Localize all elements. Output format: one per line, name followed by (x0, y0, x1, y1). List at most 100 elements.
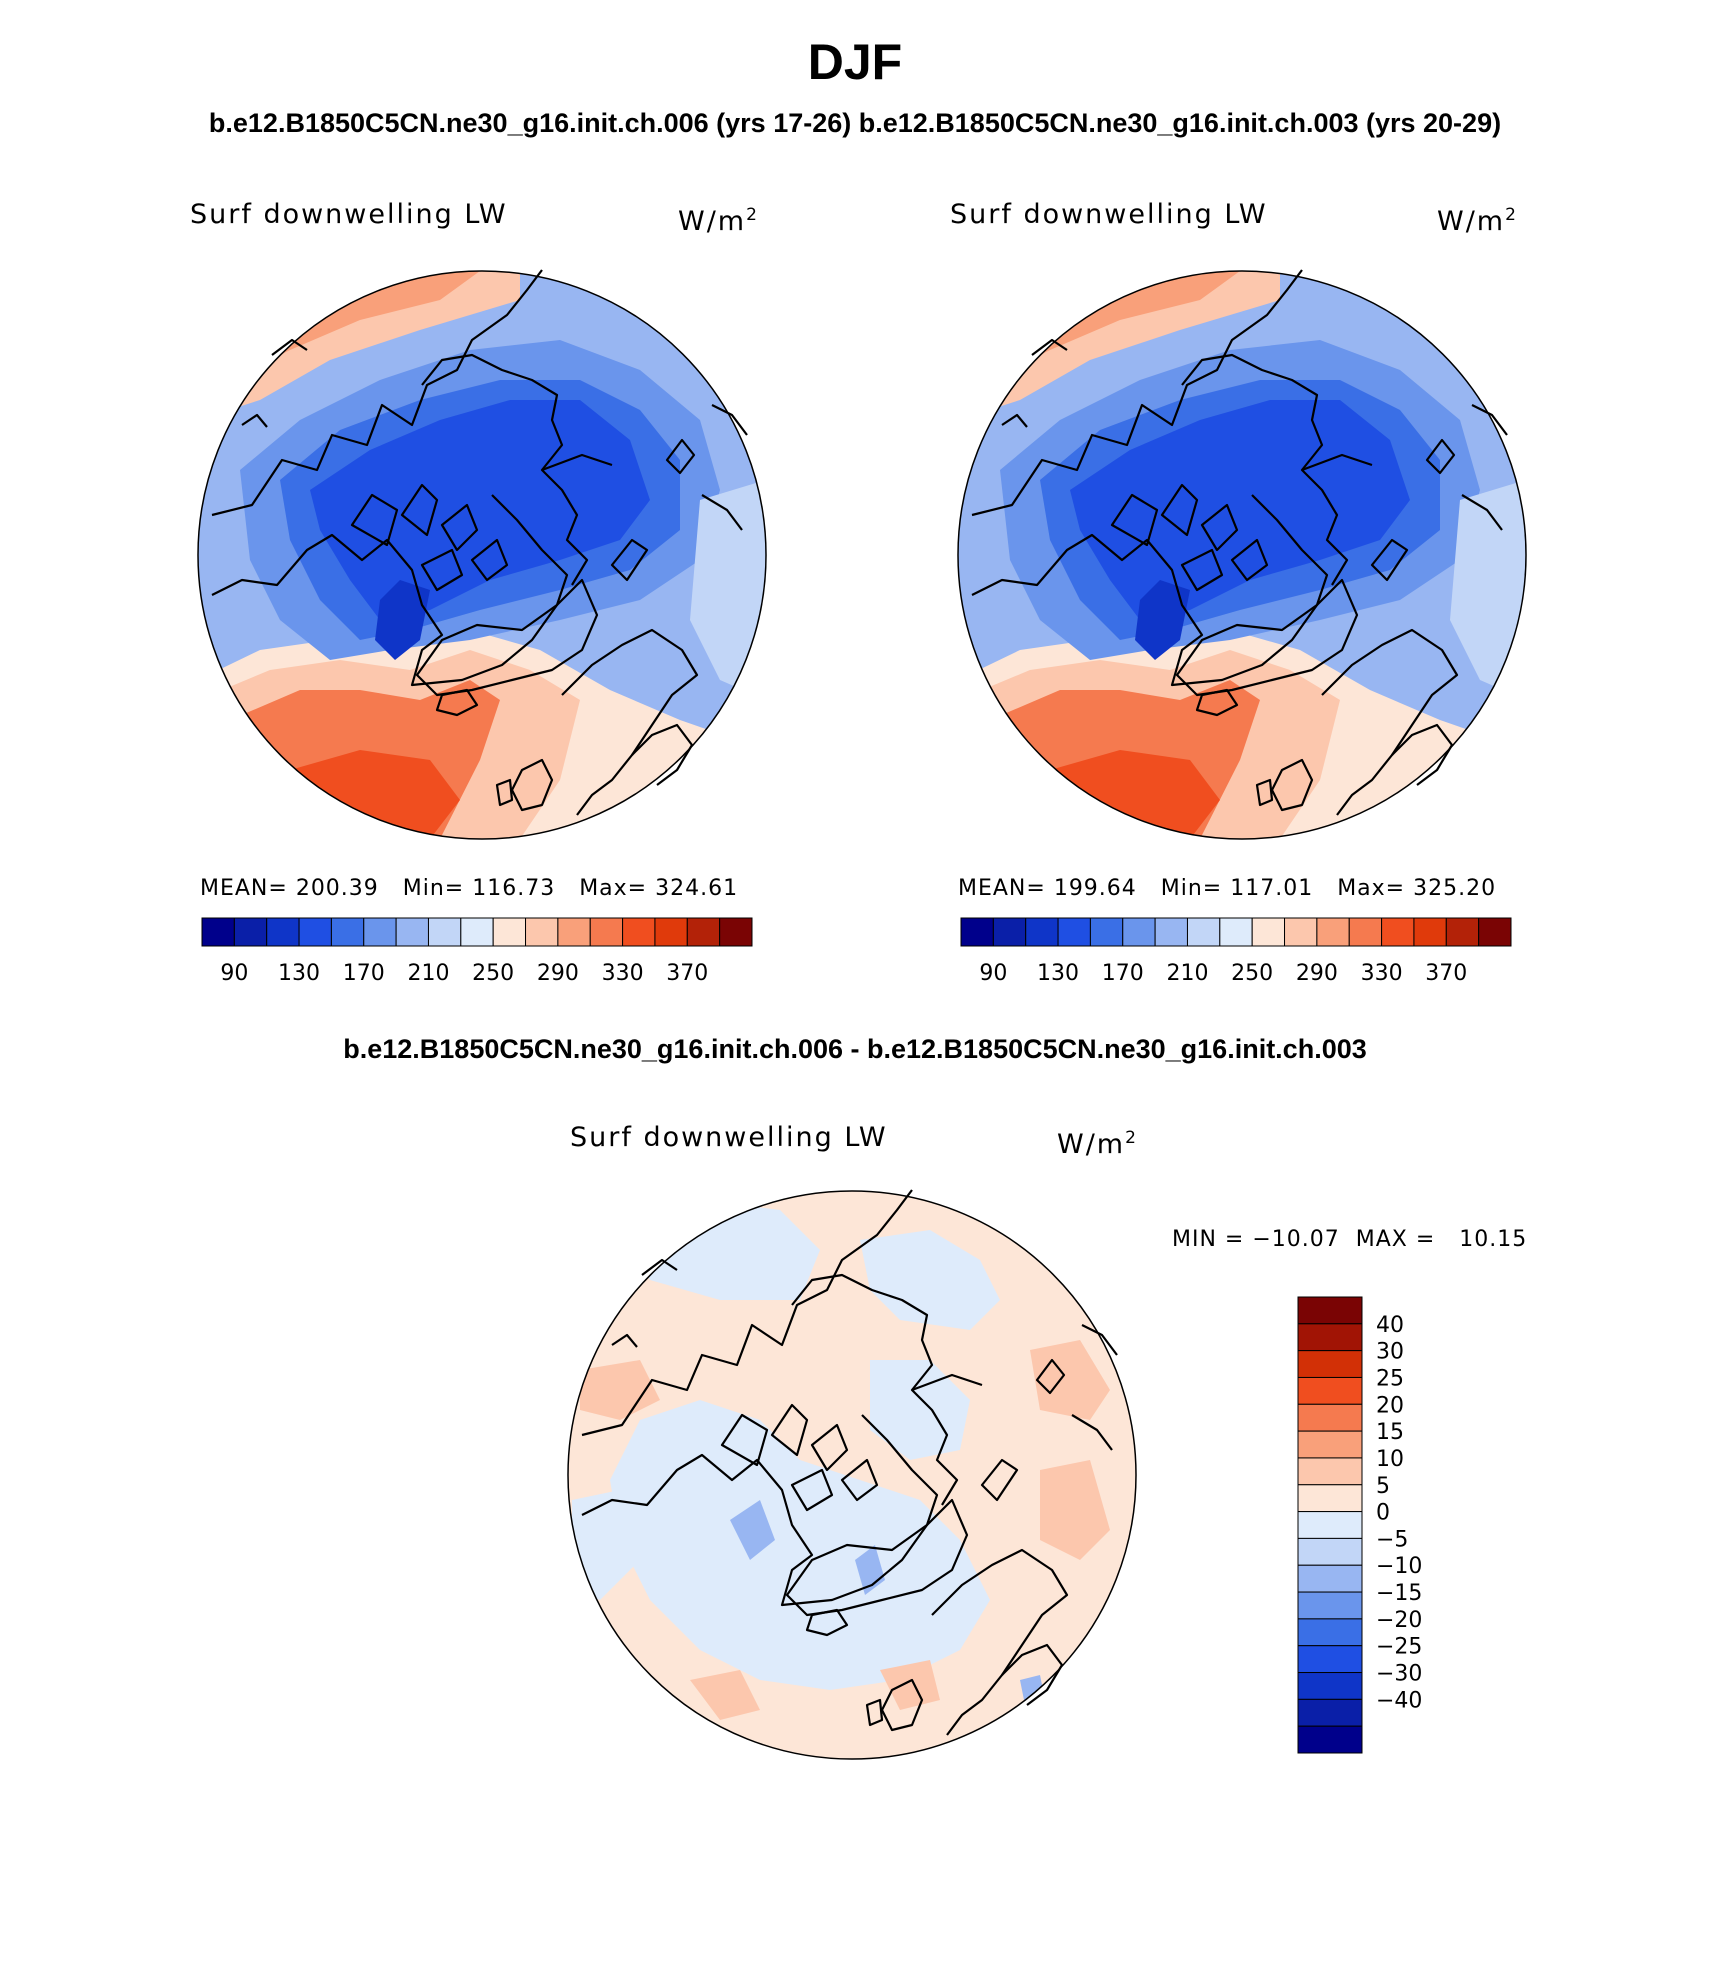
diff-colorbar-tick-label: 25 (1376, 1366, 1404, 1391)
panel1-colorbar-swatch (622, 917, 656, 947)
panel1-colorbar-swatch (266, 917, 300, 947)
diff-colorbar-tick-label: −30 (1376, 1662, 1422, 1687)
panel1-colorbar-swatch (492, 917, 527, 947)
difference-title: b.e12.B1850C5CN.ne30_g16.init.ch.006 - b… (343, 1034, 1367, 1064)
panel3-map (567, 1188, 1137, 1760)
panel2-units: W/m2 (1437, 198, 1518, 239)
diff-colorbar-tick-label: 20 (1376, 1393, 1404, 1418)
panel3-stats: MIN = −10.07 MAX = 10.15 (1172, 1227, 1528, 1252)
diff-colorbar-tick-label: −15 (1376, 1581, 1422, 1606)
panel1-colorbar-tick-label: 330 (602, 961, 644, 986)
panel2-colorbar-swatch (1445, 917, 1480, 947)
figure-title: DJF (807, 34, 903, 90)
diff-colorbar-tick-label: 5 (1376, 1474, 1390, 1499)
panel2-colorbar-swatch (1478, 917, 1512, 947)
panel1-colorbar-swatch (460, 917, 494, 947)
diff-colorbar-swatch (1297, 1484, 1363, 1513)
panel2-colorbar-tick-label: 290 (1296, 961, 1338, 986)
panel1-colorbar-tick-label: 90 (220, 961, 248, 986)
diff-colorbar-tick-label: 40 (1376, 1313, 1404, 1338)
diff-colorbar-swatch (1297, 1457, 1363, 1486)
panel2-colorbar-swatch (1186, 917, 1221, 947)
panel1-units-base: W/m (678, 206, 747, 237)
panel1-colorbar-swatch (201, 917, 235, 947)
panel1-colorbar-swatch (330, 917, 365, 947)
panel1-colorbar-swatch (557, 917, 591, 947)
diff-colorbar-swatch (1297, 1725, 1363, 1754)
panel1-variable: Surf downwelling LW (190, 199, 508, 230)
diff-colorbar-swatch (1297, 1537, 1363, 1566)
panel2-colorbar-swatch (1025, 917, 1059, 947)
panel1-colorbar-tick-label: 290 (537, 961, 579, 986)
panel1-colorbar-swatch (525, 917, 559, 947)
panel1-colorbar-tick-label: 130 (278, 961, 320, 986)
panel1-units: W/m2 (678, 198, 759, 239)
panel3-units-sup: 2 (1125, 1128, 1138, 1148)
panel2-colorbar-swatch (1413, 917, 1447, 947)
panel2-colorbar-tick-label: 370 (1425, 961, 1467, 986)
diff-colorbar-swatch (1297, 1645, 1363, 1674)
panel2-colorbar-swatch (1057, 917, 1091, 947)
diff-colorbar-swatch (1297, 1511, 1363, 1539)
panel2-stats: MEAN= 199.64 Min= 117.01 Max= 325.20 (958, 876, 1497, 901)
panel1-colorbar-tick-label: 170 (343, 961, 385, 986)
panel2-variable: Surf downwelling LW (950, 199, 1268, 230)
panel2-colorbar-tick-label: 330 (1361, 961, 1403, 986)
panel1-colorbar-swatch (654, 917, 688, 947)
diff-colorbar-tick-label: 30 (1376, 1340, 1404, 1365)
panel1-stats: MEAN= 200.39 Min= 116.73 Max= 324.61 (200, 876, 739, 901)
panel2-colorbar-tick-label: 250 (1231, 961, 1273, 986)
panel2-colorbar-tick-label: 130 (1037, 961, 1079, 986)
diff-colorbar-swatch (1297, 1564, 1363, 1593)
panel3-variable: Surf downwelling LW (570, 1122, 888, 1153)
panel2-colorbar-swatch (1316, 917, 1350, 947)
panel2-colorbar-swatch (1251, 917, 1286, 947)
panel1-colorbar: 90 130 170 210 250 290 330 370 (201, 917, 753, 986)
panel3-units: W/m2 (1057, 1121, 1138, 1162)
panel1-colorbar-swatch (298, 917, 332, 947)
diff-colorbar-swatch (1297, 1430, 1363, 1459)
diff-colorbar-tick-label: −25 (1376, 1635, 1422, 1660)
panel2-colorbar-tick-label: 90 (979, 961, 1007, 986)
panel2-colorbar-swatch (960, 917, 994, 947)
panel2-colorbar-swatch (1122, 917, 1156, 947)
diff-colorbar-swatch (1297, 1323, 1363, 1352)
panel2-colorbar-swatch (992, 917, 1027, 947)
panel2-colorbar-tick-label: 170 (1102, 961, 1144, 986)
diff-colorbar-swatch (1297, 1376, 1363, 1405)
diff-colorbar-swatch (1297, 1296, 1363, 1325)
diff-colorbar-swatch (1297, 1618, 1363, 1647)
panel1-colorbar-swatch (395, 917, 429, 947)
panel2-colorbar-swatch (1348, 917, 1383, 947)
panel1-colorbar-swatch (233, 917, 268, 947)
diff-colorbar-swatch (1297, 1350, 1363, 1378)
case-titles: b.e12.B1850C5CN.ne30_g16.init.ch.006 (yr… (208, 108, 1502, 138)
diff-colorbar-tick-label: −20 (1376, 1608, 1422, 1633)
diff-colorbar-tick-label: −40 (1376, 1688, 1422, 1713)
diff-colorbar-swatch (1297, 1698, 1363, 1727)
panel2-map (957, 268, 1527, 840)
panel2-colorbar-tick-label: 210 (1166, 961, 1208, 986)
diff-colorbar-tick-label: 10 (1376, 1447, 1404, 1472)
diff-colorbar-swatch (1297, 1591, 1363, 1620)
panel1-colorbar-swatch (427, 917, 462, 947)
panel1-map (197, 268, 767, 840)
diff-colorbar-tick-label: −5 (1376, 1527, 1408, 1552)
panel1-colorbar-swatch (589, 917, 624, 947)
panel2-units-sup: 2 (1505, 205, 1518, 225)
panel2-colorbar-swatch (1154, 917, 1188, 947)
panel2-colorbar: 90 130 170 210 250 290 330 370 (960, 917, 1512, 986)
diff-colorbar-tick-label: 0 (1376, 1501, 1390, 1526)
panel2-units-base: W/m (1437, 206, 1506, 237)
panel1-colorbar-swatch (719, 917, 753, 947)
panel1-units-sup: 2 (746, 205, 759, 225)
panel2-colorbar-swatch (1219, 917, 1253, 947)
diff-colorbar-swatch (1297, 1672, 1363, 1700)
panel1-colorbar-tick-label: 250 (472, 961, 514, 986)
panel1-colorbar-tick-label: 210 (407, 961, 449, 986)
panel1-colorbar-tick-label: 370 (666, 961, 708, 986)
panel2-colorbar-swatch (1381, 917, 1415, 947)
diff-colorbar-swatch (1297, 1403, 1363, 1432)
